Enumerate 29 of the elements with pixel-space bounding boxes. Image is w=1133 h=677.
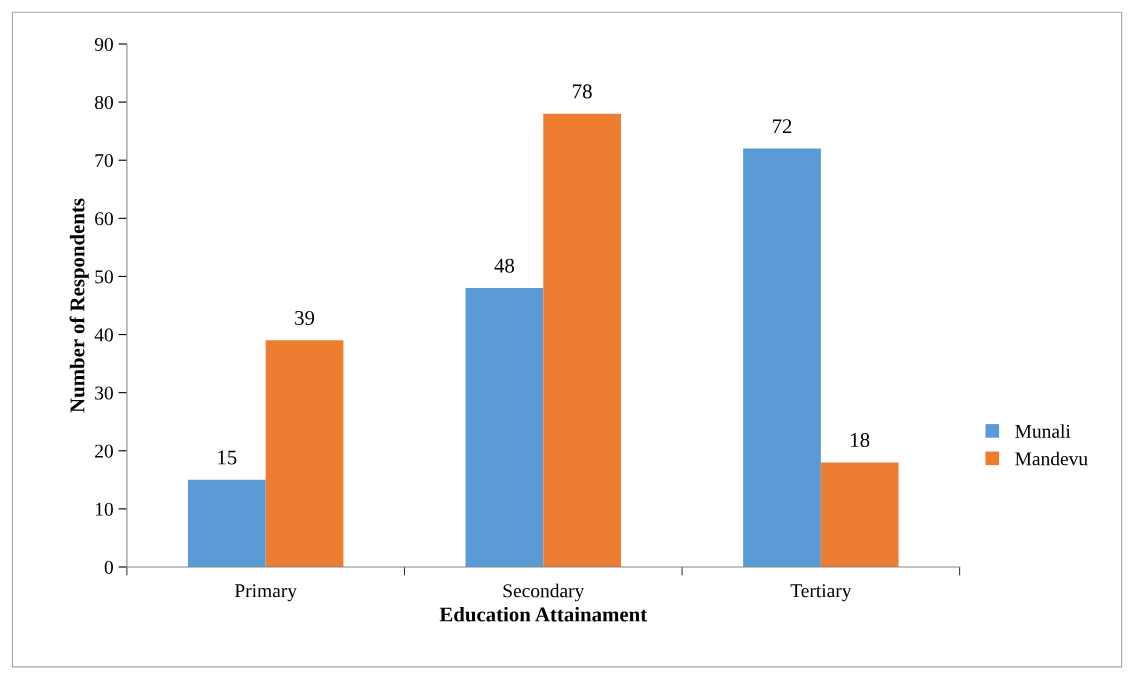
legend-label: Munali xyxy=(1015,424,1071,438)
bar xyxy=(265,340,344,567)
data-label: 48 xyxy=(494,258,515,273)
x-tick-label: Secondary xyxy=(503,583,585,602)
data-label: 18 xyxy=(851,432,870,448)
data-label: 78 xyxy=(573,84,592,99)
y-tick-label: 90 xyxy=(94,37,113,51)
data-label: 39 xyxy=(295,311,315,326)
bar xyxy=(543,113,621,567)
y-tick-label: 50 xyxy=(95,270,113,284)
y-axis-title: Number of Respondents xyxy=(69,198,89,413)
bar xyxy=(820,462,899,567)
x-axis-title: Education Attainament xyxy=(439,606,648,622)
bar xyxy=(743,148,821,567)
y-tick-label: 30 xyxy=(95,386,113,400)
bar xyxy=(465,288,544,567)
legend-label: Mandevu xyxy=(1015,451,1088,466)
y-tick-label: 20 xyxy=(95,444,113,458)
y-tick-label: 60 xyxy=(95,212,113,226)
data-label: 15 xyxy=(218,450,237,465)
y-tick-label: 70 xyxy=(95,154,113,168)
y-tick-label: 40 xyxy=(94,328,113,342)
x-tick-label: Tertiary xyxy=(790,584,852,602)
data-label: 72 xyxy=(772,119,792,134)
y-tick-label: 10 xyxy=(95,502,113,516)
bar xyxy=(187,479,266,567)
y-tick-label: 0 xyxy=(104,560,113,574)
y-tick-label: 80 xyxy=(95,95,113,110)
x-tick-label: Primary xyxy=(234,584,297,602)
